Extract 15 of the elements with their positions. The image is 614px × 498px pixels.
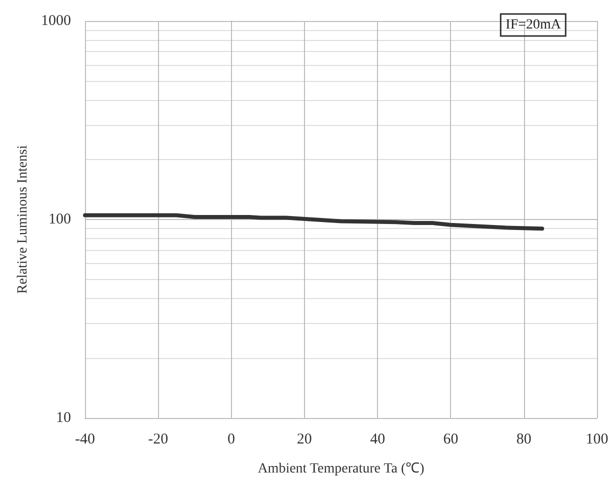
x-tick-label: 60 xyxy=(443,432,458,448)
y-axis-title: Relative Luminous Intensi xyxy=(16,145,30,294)
y-tick-label: 100 xyxy=(48,212,71,228)
x-tick-label: 0 xyxy=(228,432,236,448)
x-tick-label: 20 xyxy=(296,432,312,448)
x-tick-label: -20 xyxy=(148,432,168,448)
x-axis-title: Ambient Temperature Ta (℃) xyxy=(258,462,425,476)
x-tick-label: 40 xyxy=(370,432,386,448)
y-tick-label: 1000 xyxy=(41,13,71,29)
y-tick-label: 10 xyxy=(56,410,71,426)
x-tick-label: -40 xyxy=(75,432,95,448)
x-tick-label: 100 xyxy=(586,432,608,448)
x-tick-label: 80 xyxy=(516,432,532,448)
annotation: IF=20mA xyxy=(506,18,562,32)
line-series xyxy=(83,213,544,231)
